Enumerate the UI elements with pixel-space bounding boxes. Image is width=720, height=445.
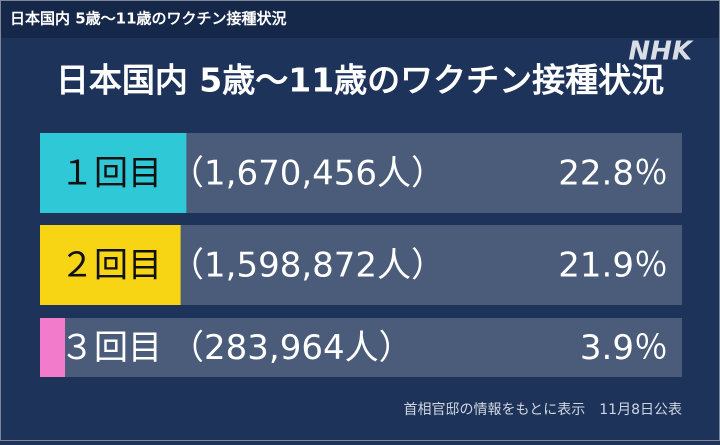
- value-label: 22.8％: [558, 154, 668, 194]
- category-label: ３回目: [60, 328, 162, 368]
- header-bar: [0, 0, 720, 38]
- category-label: １回目: [60, 154, 162, 194]
- category-label: ２回目: [60, 246, 162, 286]
- note: 首相官邸の情報をもとに表示 11月8日公表: [404, 402, 682, 418]
- count-label: （1,670,456人）: [170, 154, 445, 194]
- chart-title: 日本国内 5歳～11歳のワクチン接種状況: [56, 61, 664, 100]
- header-text: 日本国内 5歳～11歳のワクチン接種状況: [10, 10, 287, 28]
- count-label: （283,964人）: [170, 328, 413, 368]
- bar: [40, 225, 181, 305]
- count-label: （1,598,872人）: [170, 246, 445, 286]
- value-label: 21.9％: [558, 246, 668, 286]
- logo: NHK: [628, 37, 694, 67]
- bar: [40, 318, 66, 377]
- value-label: 3.9％: [580, 328, 668, 368]
- bar: [40, 133, 187, 213]
- bar-track: [40, 318, 682, 377]
